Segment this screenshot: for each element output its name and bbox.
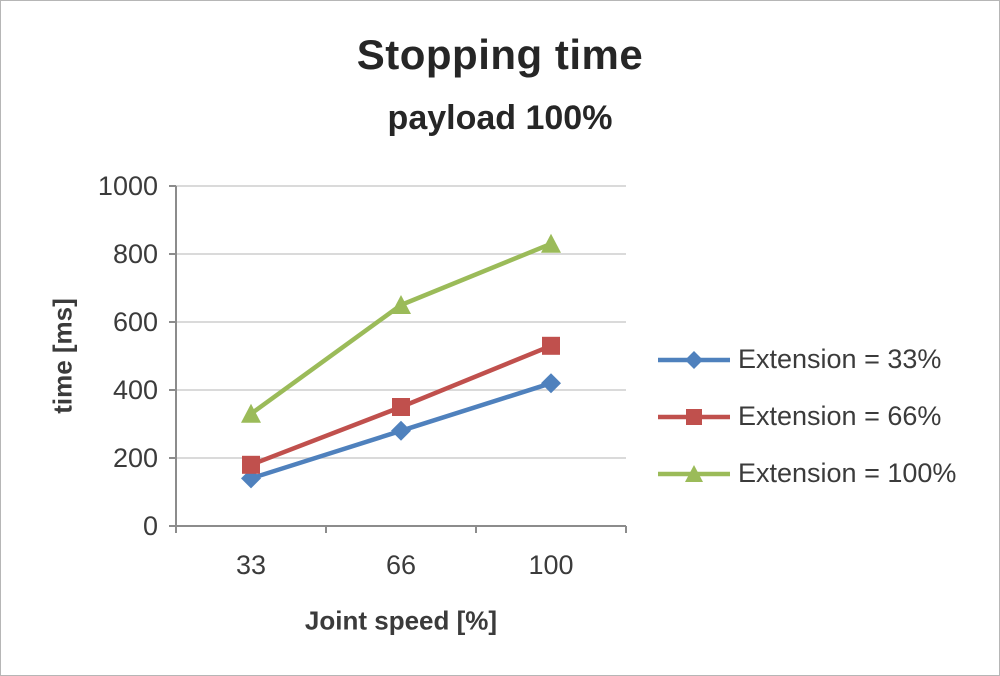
y-tick-label: 800 <box>113 239 158 269</box>
chart-subtitle: payload 100% <box>387 99 613 137</box>
marker-square <box>686 408 702 425</box>
marker-diamond <box>541 373 561 394</box>
legend-label: Extension = 66% <box>738 401 942 431</box>
legend-item-2: Extension = 100% <box>656 445 956 502</box>
series-1 <box>242 336 560 474</box>
y-tick-label: 0 <box>143 511 158 541</box>
y-tick-label: 400 <box>113 375 158 405</box>
marker-triangle <box>541 233 561 253</box>
marker-square <box>392 398 410 416</box>
y-tick-label: 1000 <box>98 171 158 201</box>
series-2 <box>241 233 561 423</box>
x-axis-title: Joint speed [%] <box>304 605 498 636</box>
marker-square <box>242 455 260 474</box>
x-tick-label: 33 <box>236 550 266 580</box>
y-tick-label: 200 <box>113 443 158 473</box>
y-axis-title: time [ms] <box>47 298 78 414</box>
marker-diamond <box>391 420 411 441</box>
chart-title: Stopping time <box>356 31 644 78</box>
legend-sample <box>658 408 730 425</box>
legend-sample <box>658 464 730 482</box>
marker-diamond <box>685 350 703 369</box>
marker-triangle <box>241 403 261 423</box>
legend: Extension = 33% Extension = 66% Extension … <box>656 331 956 502</box>
marker-triangle <box>391 295 411 314</box>
series-line <box>248 241 554 417</box>
legend-sample <box>658 350 730 369</box>
x-tick-label: 100 <box>528 550 573 580</box>
legend-item-0: Extension = 33% <box>656 331 956 388</box>
legend-item-1: Extension = 66% <box>656 388 956 445</box>
x-tick-label: 66 <box>386 550 416 580</box>
y-tick-label: 600 <box>113 307 158 337</box>
marker-triangle <box>685 464 703 482</box>
marker-square <box>542 336 560 355</box>
legend-label: Extension = 33% <box>738 344 942 374</box>
legend-label: Extension = 100% <box>738 458 957 488</box>
